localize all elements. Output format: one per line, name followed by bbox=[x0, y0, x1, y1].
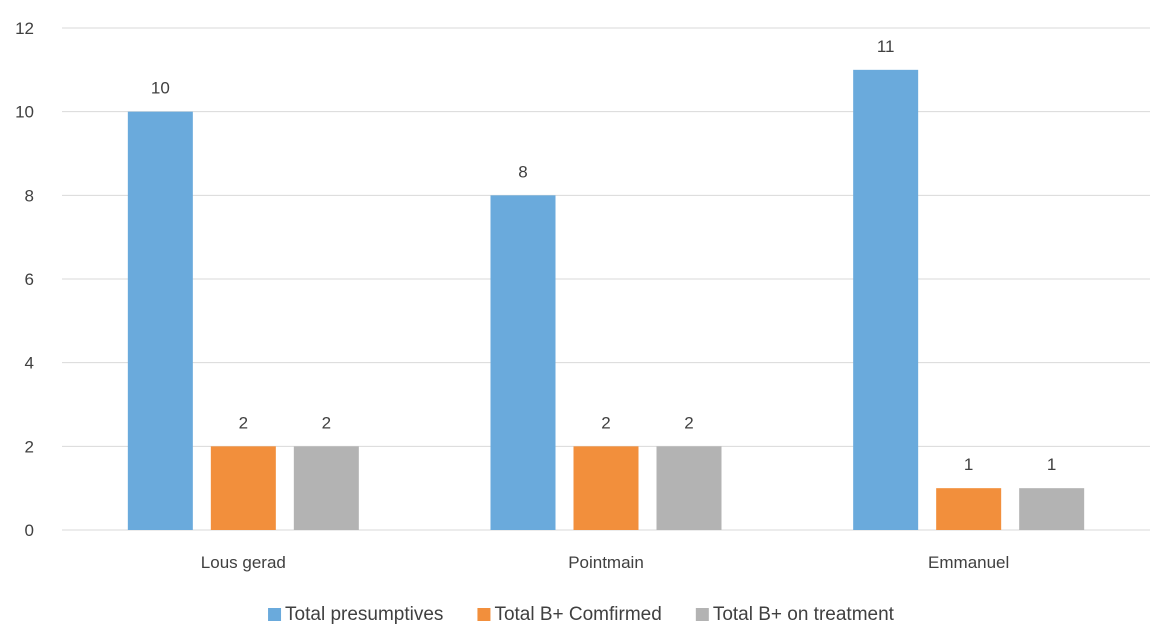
x-axis-categories: Lous gerad Pointmain Emmanuel bbox=[201, 553, 1010, 572]
legend-label: Total B+ on treatment bbox=[713, 604, 895, 625]
bar-1-2 bbox=[490, 195, 556, 531]
data-label: 8 bbox=[518, 162, 527, 181]
bar-2-1 bbox=[210, 446, 276, 530]
y-tick-label: 12 bbox=[15, 19, 34, 38]
x-category-label: Lous gerad bbox=[201, 553, 286, 572]
data-label: 2 bbox=[684, 413, 693, 432]
legend-label: Total B+ Comfirmed bbox=[494, 604, 661, 625]
legend-item-3: Total B+ on treatment bbox=[695, 604, 895, 625]
bar-1-3 bbox=[853, 69, 919, 530]
data-label: 1 bbox=[964, 455, 973, 474]
legend-label: Total presumptives bbox=[285, 604, 443, 625]
y-tick-label: 4 bbox=[25, 354, 34, 373]
legend-swatch bbox=[695, 608, 709, 621]
bar-2-3 bbox=[936, 488, 1002, 530]
bar-1-1 bbox=[127, 111, 193, 531]
data-label: 2 bbox=[239, 413, 248, 432]
bar-3-1 bbox=[293, 446, 359, 530]
y-tick-label: 8 bbox=[25, 186, 34, 205]
y-tick-label: 2 bbox=[25, 437, 34, 456]
data-label: 2 bbox=[601, 413, 610, 432]
data-label: 1 bbox=[1047, 455, 1056, 474]
y-tick-label: 10 bbox=[15, 103, 34, 122]
bar-3-3 bbox=[1019, 488, 1085, 530]
data-label: 2 bbox=[322, 413, 331, 432]
legend-swatch bbox=[268, 608, 282, 621]
bars bbox=[127, 69, 1085, 531]
bar-2-2 bbox=[573, 446, 639, 530]
legend-item-2: Total B+ Comfirmed bbox=[477, 604, 662, 625]
x-category-label: Emmanuel bbox=[928, 553, 1009, 572]
data-label: 10 bbox=[151, 79, 170, 98]
legend-swatch bbox=[477, 608, 491, 621]
legend-item-1: Total presumptives bbox=[268, 604, 443, 625]
legend: Total presumptives Total B+ Comfirmed Tota… bbox=[268, 604, 895, 625]
y-tick-label: 0 bbox=[25, 521, 34, 540]
y-tick-label: 6 bbox=[25, 270, 34, 289]
x-category-label: Pointmain bbox=[568, 553, 644, 572]
data-label: 11 bbox=[877, 37, 895, 56]
bar-3-2 bbox=[656, 446, 722, 530]
y-axis-ticks: 0 2 4 6 8 10 12 bbox=[15, 19, 34, 540]
